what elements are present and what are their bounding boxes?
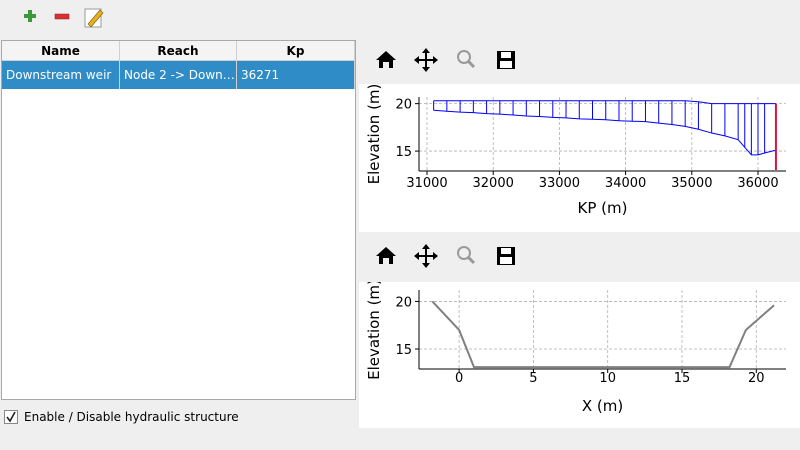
x-tick-label: 10 (599, 371, 616, 386)
pan-button[interactable] (414, 244, 438, 268)
y-tick-label: 20 (395, 295, 412, 310)
y-tick-label: 20 (395, 98, 412, 113)
zoom-button[interactable] (457, 50, 476, 69)
y-tick-label: 15 (395, 343, 412, 358)
plot-toolbar (359, 236, 800, 278)
profile-chart: 31000 32000 33000 34000 35000 36000 15 20 KP (m)… (359, 84, 800, 232)
x-tick-label: 33000 (539, 176, 580, 191)
y-tick-label: 15 (395, 145, 412, 160)
y-axis-label: Elevation (m) (365, 282, 383, 380)
structure-table[interactable]: Name Reach Kp Downstream weir Node 2 -> … (1, 40, 356, 400)
plot-toolbar (359, 40, 800, 80)
table-cell[interactable]: Node 2 -> Down… (120, 61, 237, 89)
pan-button[interactable] (414, 48, 438, 72)
column-header[interactable]: Reach (120, 41, 237, 61)
x-tick-label: 32000 (473, 176, 514, 191)
series-line (433, 109, 777, 156)
zoom-button[interactable] (457, 246, 476, 265)
column-header[interactable]: Name (2, 41, 120, 61)
x-tick-label: 15 (674, 371, 691, 386)
remove-button[interactable] (54, 13, 70, 20)
x-tick-label: 36000 (737, 176, 778, 191)
home-button[interactable] (376, 51, 396, 68)
x-tick-label: 35000 (671, 176, 712, 191)
x-tick-label: 20 (748, 371, 765, 386)
checkbox[interactable] (4, 410, 20, 426)
x-tick-label: 0 (455, 371, 463, 386)
add-button[interactable] (24, 10, 36, 22)
y-axis-label: Elevation (m) (365, 84, 383, 184)
table-cell[interactable]: 36271 (237, 61, 355, 89)
save-button[interactable] (497, 247, 515, 265)
x-tick-label: 5 (529, 371, 537, 386)
series-line (433, 100, 776, 105)
table-cell[interactable]: Downstream weir (2, 61, 120, 89)
main-toolbar (24, 8, 104, 28)
save-button[interactable] (497, 51, 515, 69)
edit-button[interactable] (84, 8, 104, 28)
x-tick-label: 31000 (406, 176, 447, 191)
column-header[interactable]: Kp (237, 41, 355, 61)
x-axis-label: KP (m) (578, 199, 628, 217)
x-tick-label: 34000 (605, 176, 646, 191)
section-chart: 0 5 10 15 20 15 20 X (m) Elevation (m) (359, 282, 800, 428)
checkbox-label[interactable]: Enable / Disable hydraulic structure (24, 410, 239, 424)
x-axis-label: X (m) (582, 397, 623, 415)
home-button[interactable] (376, 247, 396, 264)
series-line (431, 300, 775, 369)
check-mark (6, 411, 16, 423)
